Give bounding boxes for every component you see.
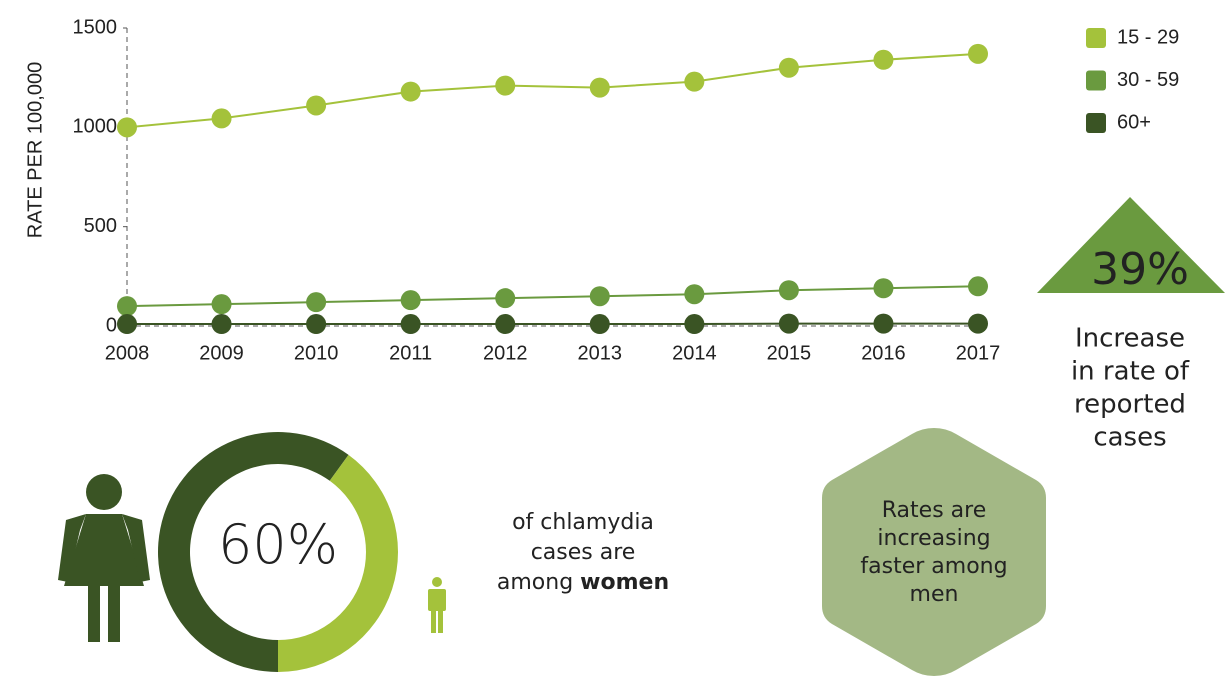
x-tick-label: 2017 bbox=[956, 342, 1001, 364]
data-point bbox=[873, 49, 894, 70]
data-point bbox=[968, 276, 988, 297]
x-tick-label: 2011 bbox=[389, 342, 432, 364]
x-tick-label: 2014 bbox=[672, 342, 717, 364]
arrow-caption: in rate of bbox=[1071, 357, 1190, 387]
data-point bbox=[778, 313, 799, 334]
data-point bbox=[684, 71, 705, 92]
data-point bbox=[495, 314, 516, 335]
y-axis-label: RATE PER 100,000 bbox=[24, 62, 46, 238]
data-point bbox=[306, 292, 327, 313]
legend-label: 60+ bbox=[1117, 111, 1151, 133]
data-point bbox=[117, 117, 137, 138]
data-point bbox=[495, 288, 516, 309]
arrow-value: 39% bbox=[1091, 244, 1189, 295]
man-icon bbox=[428, 577, 446, 633]
caption-emphasis: women bbox=[580, 570, 669, 595]
caption-text: among bbox=[497, 570, 580, 595]
caption-text: cases are bbox=[531, 540, 636, 565]
data-point bbox=[211, 108, 232, 129]
donut-caption: of chlamydia bbox=[512, 510, 654, 535]
data-point bbox=[968, 43, 988, 64]
x-tick-label: 2013 bbox=[578, 342, 623, 364]
data-point bbox=[589, 286, 610, 307]
donut-segment bbox=[278, 454, 399, 673]
donut-caption: cases are bbox=[531, 540, 636, 565]
hexagon-text: men bbox=[910, 582, 959, 607]
data-point bbox=[589, 77, 610, 98]
data-point bbox=[400, 290, 421, 311]
arrow-caption: reported bbox=[1074, 390, 1186, 420]
donut-label: 60% bbox=[218, 513, 338, 576]
data-point bbox=[211, 314, 232, 335]
data-point bbox=[117, 296, 137, 317]
hexagon-text: faster among bbox=[860, 554, 1007, 579]
data-point bbox=[400, 314, 421, 335]
data-point bbox=[873, 278, 894, 299]
y-tick-label: 500 bbox=[84, 215, 117, 237]
data-point bbox=[968, 313, 988, 334]
x-tick-label: 2009 bbox=[199, 342, 244, 364]
arrow bbox=[1037, 197, 1225, 293]
y-tick-label: 1500 bbox=[73, 16, 118, 38]
arrow-caption: Increase bbox=[1075, 324, 1185, 354]
data-point bbox=[495, 75, 516, 96]
series-line bbox=[126, 52, 979, 129]
y-tick-label: 1000 bbox=[73, 116, 118, 138]
caption-text: of chlamydia bbox=[512, 510, 654, 535]
data-point bbox=[778, 280, 799, 301]
legend-label: 30 - 59 bbox=[1117, 69, 1179, 91]
x-tick-label: 2012 bbox=[483, 342, 528, 364]
legend-swatch bbox=[1086, 70, 1106, 91]
x-tick-label: 2008 bbox=[105, 342, 150, 364]
donut-caption: among women bbox=[497, 570, 669, 595]
data-point bbox=[306, 95, 327, 116]
legend-swatch bbox=[1086, 28, 1106, 48]
hexagon-text: Rates are bbox=[882, 498, 986, 523]
data-point bbox=[400, 81, 421, 102]
woman-icon bbox=[58, 474, 150, 642]
legend-label: 15 - 29 bbox=[1117, 26, 1179, 48]
data-point bbox=[778, 57, 799, 78]
data-point bbox=[684, 284, 705, 305]
hexagon-text: increasing bbox=[877, 526, 990, 551]
data-point bbox=[117, 314, 137, 335]
data-point bbox=[306, 314, 327, 335]
data-point bbox=[873, 313, 894, 334]
legend-swatch bbox=[1086, 113, 1106, 133]
data-point bbox=[684, 314, 705, 335]
donut-segment bbox=[158, 432, 349, 672]
data-point bbox=[211, 294, 232, 315]
x-tick-label: 2010 bbox=[294, 342, 339, 364]
y-tick-label: 0 bbox=[106, 314, 117, 336]
x-tick-label: 2016 bbox=[861, 342, 906, 364]
data-point bbox=[589, 314, 610, 335]
series-line bbox=[126, 285, 979, 308]
arrow-caption: cases bbox=[1093, 423, 1166, 453]
x-tick-label: 2015 bbox=[767, 342, 812, 364]
hexagon bbox=[822, 428, 1046, 676]
